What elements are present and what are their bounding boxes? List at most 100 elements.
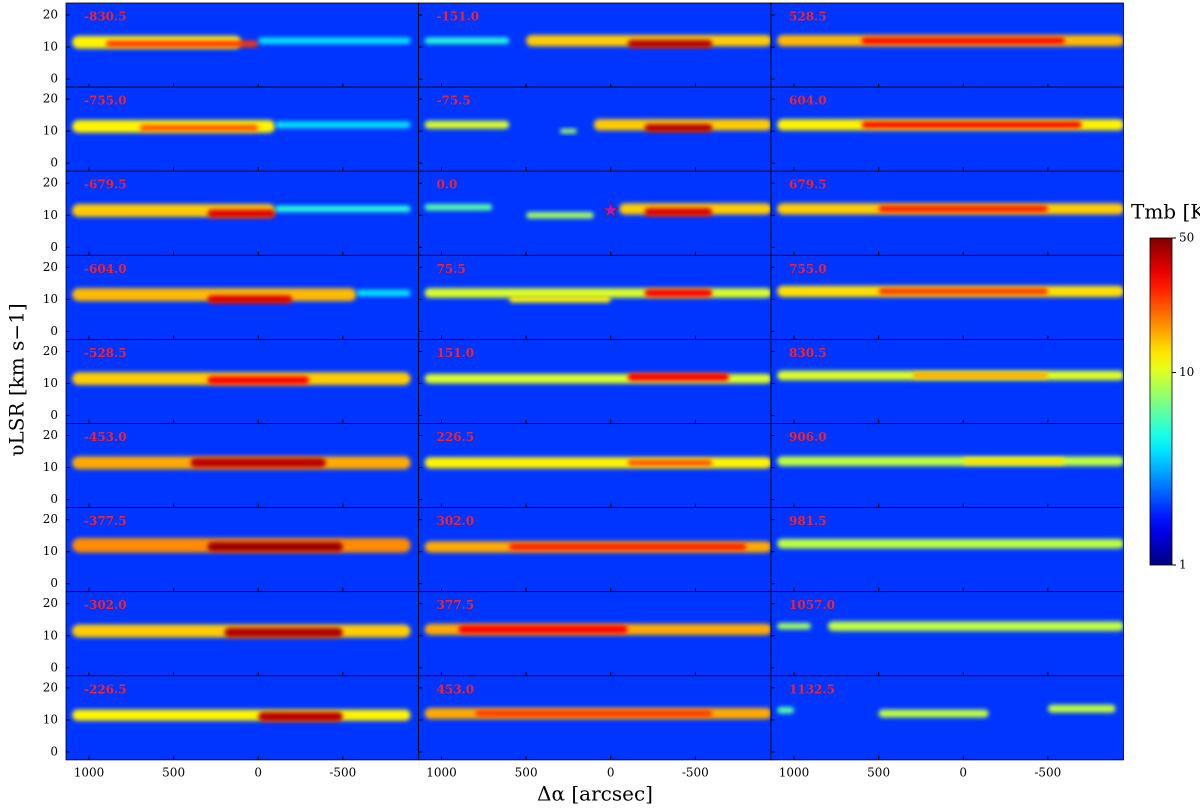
x-tick-label: 500 <box>162 765 185 779</box>
panel-background <box>771 675 1124 760</box>
panel-label: -830.5 <box>84 10 127 24</box>
x-tick-label: 0 <box>607 765 615 779</box>
emission <box>777 538 1124 549</box>
panel <box>66 171 419 256</box>
y-tick-label: 20 <box>43 680 58 694</box>
panel-label: 302.0 <box>437 514 475 528</box>
panel <box>66 507 419 592</box>
emission <box>424 120 510 129</box>
emission <box>644 208 713 217</box>
panel-label: 75.5 <box>437 262 466 276</box>
emission <box>878 709 989 718</box>
emission <box>777 622 811 630</box>
emission <box>644 123 713 132</box>
colorbar-tick-label: 1 <box>1179 558 1187 572</box>
y-tick-label: 10 <box>43 40 58 54</box>
x-tick-label: -500 <box>329 765 356 779</box>
panel-label: -755.0 <box>84 94 127 108</box>
panel-label: -302.0 <box>84 598 127 612</box>
emission <box>627 373 730 382</box>
x-tick-label: 500 <box>867 765 890 779</box>
panel-label: -604.0 <box>84 262 127 276</box>
panel-background <box>771 255 1124 340</box>
y-tick-label: 20 <box>43 176 58 190</box>
panel-label: -226.5 <box>84 682 127 696</box>
panel-label: -151.0 <box>437 10 480 24</box>
emission <box>275 121 411 128</box>
y-tick-label: 10 <box>43 460 58 474</box>
panel <box>771 171 1124 256</box>
emission <box>424 204 493 211</box>
y-tick-label: 10 <box>43 292 58 306</box>
panel-label: -679.5 <box>84 178 127 192</box>
colorbar <box>1149 237 1173 566</box>
emission <box>827 621 1124 631</box>
panel <box>418 591 771 676</box>
emission <box>258 711 343 722</box>
y-tick-label: 0 <box>50 492 58 506</box>
panel <box>418 423 771 508</box>
emission <box>963 457 1065 465</box>
panel-background <box>771 591 1124 676</box>
panel-label: -377.5 <box>84 514 127 528</box>
emission <box>878 288 1048 295</box>
y-tick-label: 0 <box>50 324 58 338</box>
panel <box>418 255 771 340</box>
panel <box>771 255 1124 340</box>
panel-label: -75.5 <box>437 94 471 108</box>
emission <box>207 295 293 304</box>
x-tick-label: -500 <box>1034 765 1061 779</box>
panel-frame <box>770 675 1124 761</box>
y-tick-label: 20 <box>43 596 58 610</box>
emission <box>627 459 713 466</box>
panel <box>66 591 419 676</box>
panel <box>66 3 419 88</box>
panel-label: -528.5 <box>84 346 127 360</box>
y-tick-label: 10 <box>43 712 58 726</box>
y-axis-label: υLSR [km s−1] <box>5 303 29 456</box>
panel <box>771 675 1124 760</box>
panel <box>771 339 1124 424</box>
y-tick-label: 10 <box>43 544 58 558</box>
colorbar-tick-label: 10 <box>1179 365 1194 379</box>
emission <box>224 627 343 638</box>
emission <box>475 710 713 717</box>
emission <box>105 40 259 48</box>
panel-background <box>771 339 1124 424</box>
y-tick-label: 20 <box>43 428 58 442</box>
x-axis-label: Δα [arcsec] <box>537 782 653 806</box>
panel <box>418 87 771 172</box>
panel-label: 679.5 <box>789 178 827 192</box>
y-tick-label: 20 <box>43 92 58 106</box>
emission <box>1047 704 1116 713</box>
colorbar-tick-label: 50 <box>1179 231 1194 245</box>
x-tick-label: -500 <box>682 765 709 779</box>
x-tick-label: 1000 <box>426 765 457 779</box>
emission <box>258 37 411 44</box>
panel <box>66 87 419 172</box>
panel-label: 755.0 <box>789 262 827 276</box>
emission <box>356 289 411 297</box>
panel <box>771 423 1124 508</box>
panel <box>418 339 771 424</box>
x-tick-label: 0 <box>254 765 262 779</box>
panel <box>771 591 1124 676</box>
emission <box>207 209 276 218</box>
panel <box>418 507 771 592</box>
y-tick-label: 20 <box>43 260 58 274</box>
panel <box>66 339 419 424</box>
panel-background <box>771 507 1124 592</box>
emission <box>861 121 1082 128</box>
emission <box>777 456 1124 466</box>
panel <box>66 423 419 508</box>
y-tick-label: 0 <box>50 660 58 674</box>
y-tick-label: 20 <box>43 344 58 358</box>
panel-label: 604.0 <box>789 94 827 108</box>
y-tick-label: 0 <box>50 408 58 422</box>
emission <box>627 39 713 48</box>
panel-label: -453.0 <box>84 430 127 444</box>
panel-label: 528.5 <box>789 10 827 24</box>
emission <box>72 709 411 721</box>
panel <box>771 87 1124 172</box>
y-tick-label: 10 <box>43 628 58 642</box>
